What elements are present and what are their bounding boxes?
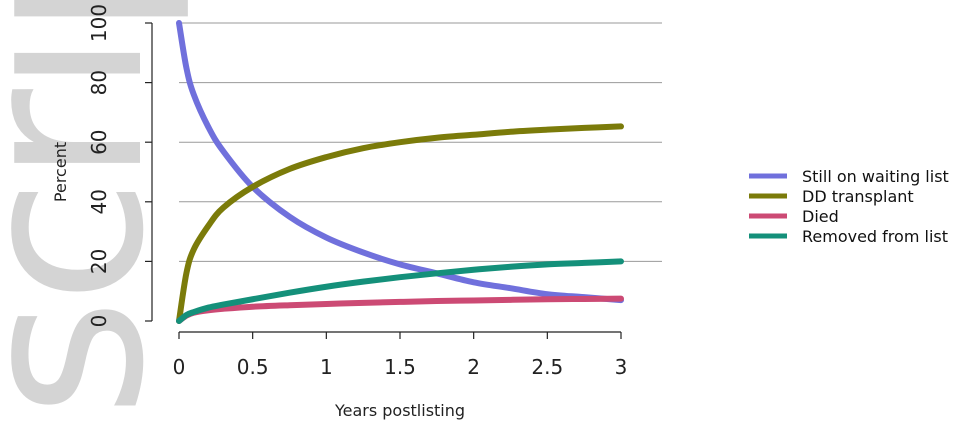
y-tick-label-60: 60 bbox=[87, 129, 111, 154]
y-axis-label: Percent bbox=[51, 142, 70, 202]
x-tick-label-2.5: 2.5 bbox=[531, 355, 563, 379]
x-tick-label-3: 3 bbox=[615, 355, 628, 379]
tick-labels: 0 0.5 1 1.5 2 2.5 3 0 20 40 60 80 100 bbox=[87, 4, 627, 379]
x-tick-label-0: 0 bbox=[173, 355, 186, 379]
y-tick-label-20: 20 bbox=[87, 249, 111, 274]
y-tick-label-40: 40 bbox=[87, 189, 111, 214]
axes bbox=[145, 22, 622, 339]
y-tick-label-0: 0 bbox=[87, 315, 111, 328]
series-lines bbox=[176, 20, 624, 324]
legend-label-removed-from-list: Removed from list bbox=[802, 227, 948, 246]
series-line-dd-transplant bbox=[176, 123, 624, 324]
legend-label-dd-transplant: DD transplant bbox=[802, 187, 914, 206]
x-tick-label-2: 2 bbox=[467, 355, 480, 379]
x-tick-label-1: 1 bbox=[320, 355, 333, 379]
series-line-still-on-waiting-list bbox=[176, 20, 624, 304]
x-tick-label-0.5: 0.5 bbox=[237, 355, 269, 379]
legend-label-died: Died bbox=[802, 207, 839, 226]
y-tick-label-80: 80 bbox=[87, 70, 111, 95]
x-tick-label-1.5: 1.5 bbox=[384, 355, 416, 379]
series-line-removed-from-list bbox=[176, 258, 624, 324]
y-tick-label-100: 100 bbox=[87, 4, 111, 42]
watermark-text: script bbox=[0, 0, 195, 418]
watermark: script bbox=[0, 0, 195, 418]
x-axis-label: Years postlisting bbox=[334, 401, 465, 420]
legend-label-still-on-waiting-list: Still on waiting list bbox=[802, 167, 949, 186]
